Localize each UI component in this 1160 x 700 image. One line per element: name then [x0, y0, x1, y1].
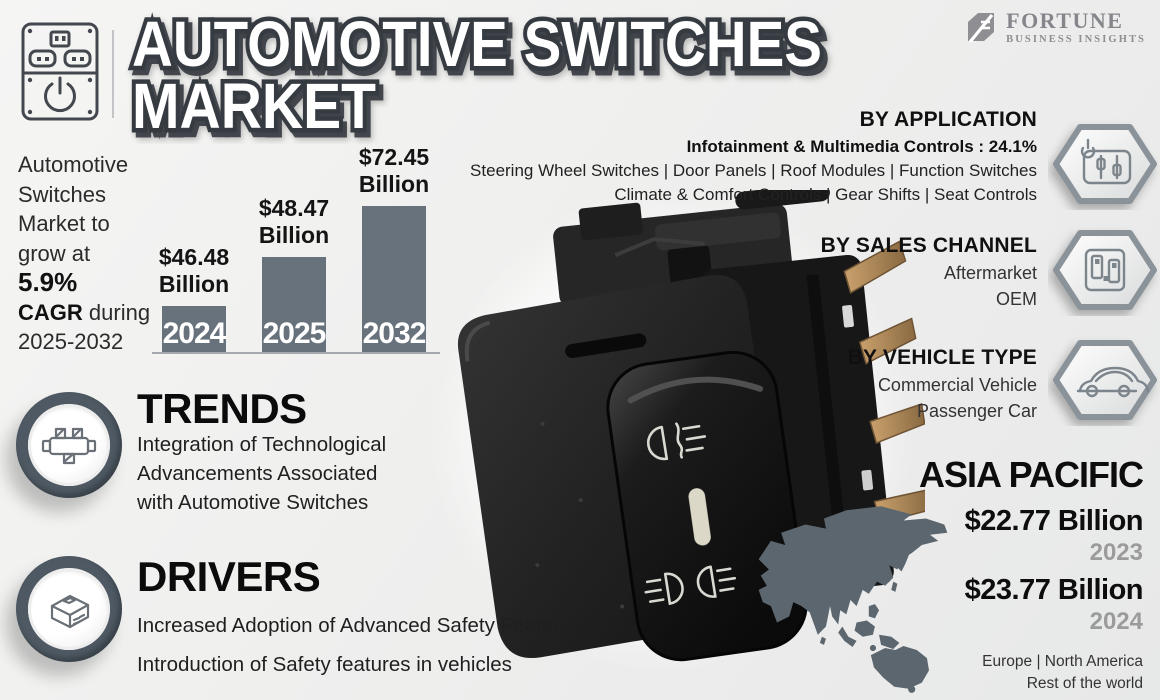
by-sales-channel-title: BY SALES CHANNEL: [820, 234, 1037, 257]
page-title: AUTOMOTIVE SWITCHES MARKET: [128, 4, 827, 144]
intro-line: Switches: [18, 181, 107, 207]
intro-line: Market to: [18, 211, 110, 236]
product-photo-fog-light-switch: [457, 190, 925, 662]
market-size-bar-chart: $46.48 Billion 2024 $48.47 Billion 2025 $72.45…: [148, 140, 440, 354]
title-line-1: AUTOMOTIVE SWITCHES: [132, 8, 822, 80]
bar-2024: 2024: [162, 306, 226, 352]
trends-line: Advancements Associated: [137, 462, 378, 485]
front-fog-symbol: [646, 422, 707, 461]
switch-block-icon: [50, 594, 90, 629]
by-vehicle-type-title: BY VEHICLE TYPE: [847, 346, 1037, 369]
brand-subtitle: BUSINESS INSIGHTS: [1006, 34, 1146, 46]
bar-year-label: 2032: [362, 317, 427, 350]
by-application-highlight: Infotainment & Multimedia Controls : 24.…: [686, 137, 1037, 156]
drivers-title: DRIVERS: [137, 553, 321, 600]
sales-channel-item: Aftermarket: [943, 263, 1037, 283]
by-application-title: BY APPLICATION: [859, 108, 1037, 131]
drivers-badge-inner: [28, 568, 110, 650]
drivers-point: Introduction of Safety features in vehic…: [137, 653, 512, 676]
other-regions-line: Europe | North America: [982, 653, 1143, 670]
trends-line: Integration of Technological: [137, 433, 387, 456]
by-application-line: Steering Wheel Switches | Door Panels | …: [470, 161, 1037, 180]
bar-value-label: $48.47 Billion: [258, 195, 330, 248]
switch-socket-icon: [1053, 230, 1157, 310]
section-by-sales-channel: BY SALES CHANNEL Aftermarket OEM: [717, 234, 1037, 310]
other-regions-line: Rest of the world: [1026, 675, 1143, 692]
header-divider: [112, 30, 114, 118]
switch-panel-icon: [21, 22, 99, 121]
connector-module-icon: [41, 427, 97, 465]
section-region: ASIA PACIFIC $22.77 Billion 2023 $23.77 …: [918, 454, 1144, 693]
trends-badge: [16, 392, 122, 498]
region-title: ASIA PACIFIC: [918, 454, 1144, 495]
drivers-point: Increased Adoption of Advanced Safety Fe…: [137, 614, 582, 637]
trends-badge-inner: [28, 404, 110, 486]
asia-pacific-map: [758, 506, 948, 693]
region-value-2024: $23.77 Billion: [964, 574, 1144, 606]
section-by-application: BY APPLICATION Infotainment & Multimedia…: [437, 108, 1037, 205]
bar-value-label: $46.48 Billion: [158, 244, 230, 297]
intro-line: Automotive: [18, 152, 129, 177]
sales-channel-item: OEM: [995, 289, 1037, 309]
trends-title: TRENDS: [137, 385, 307, 432]
region-year-2024: 2024: [1089, 608, 1143, 635]
indicator-window: [687, 487, 712, 547]
sliders-control-icon: [1053, 124, 1157, 204]
by-application-line: Climate & Comfort Controls | Gear Shifts…: [614, 185, 1037, 204]
bar-column-2032: $72.45 Billion 2032: [358, 144, 430, 352]
chart-baseline: [152, 352, 440, 354]
brand-name: FORTUNE: [1006, 8, 1124, 34]
car-icon: [1053, 340, 1157, 420]
region-value-2023: $22.77 Billion: [964, 505, 1144, 537]
vehicle-type-item: Passenger Car: [916, 401, 1037, 421]
section-trends: TRENDS Integration of Technological Adva…: [137, 388, 437, 517]
bar-year-label: 2025: [262, 317, 327, 350]
bar-value-label: $72.45 Billion: [358, 144, 430, 197]
bar-column-2025: $48.47 Billion 2025: [258, 195, 330, 352]
brand-logo: FORTUNE BUSINESS INSIGHTS: [963, 10, 1146, 46]
forecast-years: 2025-2032: [18, 329, 124, 354]
rear-fog-symbol: [644, 565, 737, 606]
drivers-badge: [16, 556, 122, 662]
bar-column-2024: $46.48 Billion 2024: [158, 244, 230, 352]
bar-2032: 2032: [362, 206, 426, 352]
title-line-2: MARKET: [132, 70, 376, 142]
bar-chart-columns: $46.48 Billion 2024 $48.47 Billion 2025 $72.45…: [158, 144, 430, 352]
trends-line: with Automotive Switches: [137, 491, 369, 514]
cagr-rate: 5.9%: [18, 267, 78, 297]
intro-line: grow at: [18, 240, 91, 266]
region-year-2023: 2023: [1089, 539, 1143, 566]
intro-text: Automotive Switches Market to grow at 5.…: [18, 150, 168, 357]
cagr-label: CAGR: [18, 299, 83, 325]
intro-line: CAGR during: [18, 299, 151, 325]
bar-year-label: 2024: [162, 317, 227, 350]
brand-mark-icon: [968, 13, 995, 44]
section-drivers: DRIVERS Increased Adoption of Advanced S…: [137, 556, 617, 677]
section-by-vehicle-type: BY VEHICLE TYPE Commercial Vehicle Passe…: [717, 346, 1037, 422]
vehicle-type-item: Commercial Vehicle: [877, 375, 1037, 395]
bar-2025: 2025: [262, 257, 326, 352]
